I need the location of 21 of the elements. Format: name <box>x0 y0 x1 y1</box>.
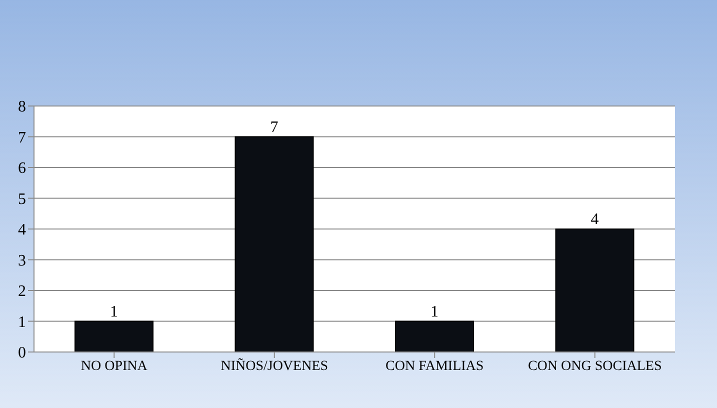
y-tick-label: 0 <box>18 344 26 362</box>
y-tick-label: 5 <box>18 190 26 208</box>
x-tick-label: NIÑOS/JOVENES <box>220 358 328 374</box>
bar <box>74 320 154 352</box>
y-tick-label: 8 <box>18 98 26 116</box>
bar <box>395 320 474 352</box>
y-tick-label: 3 <box>18 252 26 270</box>
data-label: 4 <box>590 211 599 228</box>
data-label: 1 <box>430 303 438 320</box>
y-tick-label: 7 <box>18 129 26 146</box>
x-tick-label: CON ONG SOCIALES <box>528 358 662 374</box>
x-tick-label: CON FAMILIAS <box>386 358 484 374</box>
y-tick-label: 6 <box>18 160 26 178</box>
x-tick-label: NO OPINA <box>80 358 148 374</box>
data-label: 1 <box>110 303 118 320</box>
y-tick-label: 4 <box>18 222 26 239</box>
y-tick-label: 1 <box>18 314 26 331</box>
y-tick-label: 2 <box>18 283 26 300</box>
bar <box>234 136 314 352</box>
bar <box>555 228 634 352</box>
data-label: 7 <box>270 118 278 136</box>
